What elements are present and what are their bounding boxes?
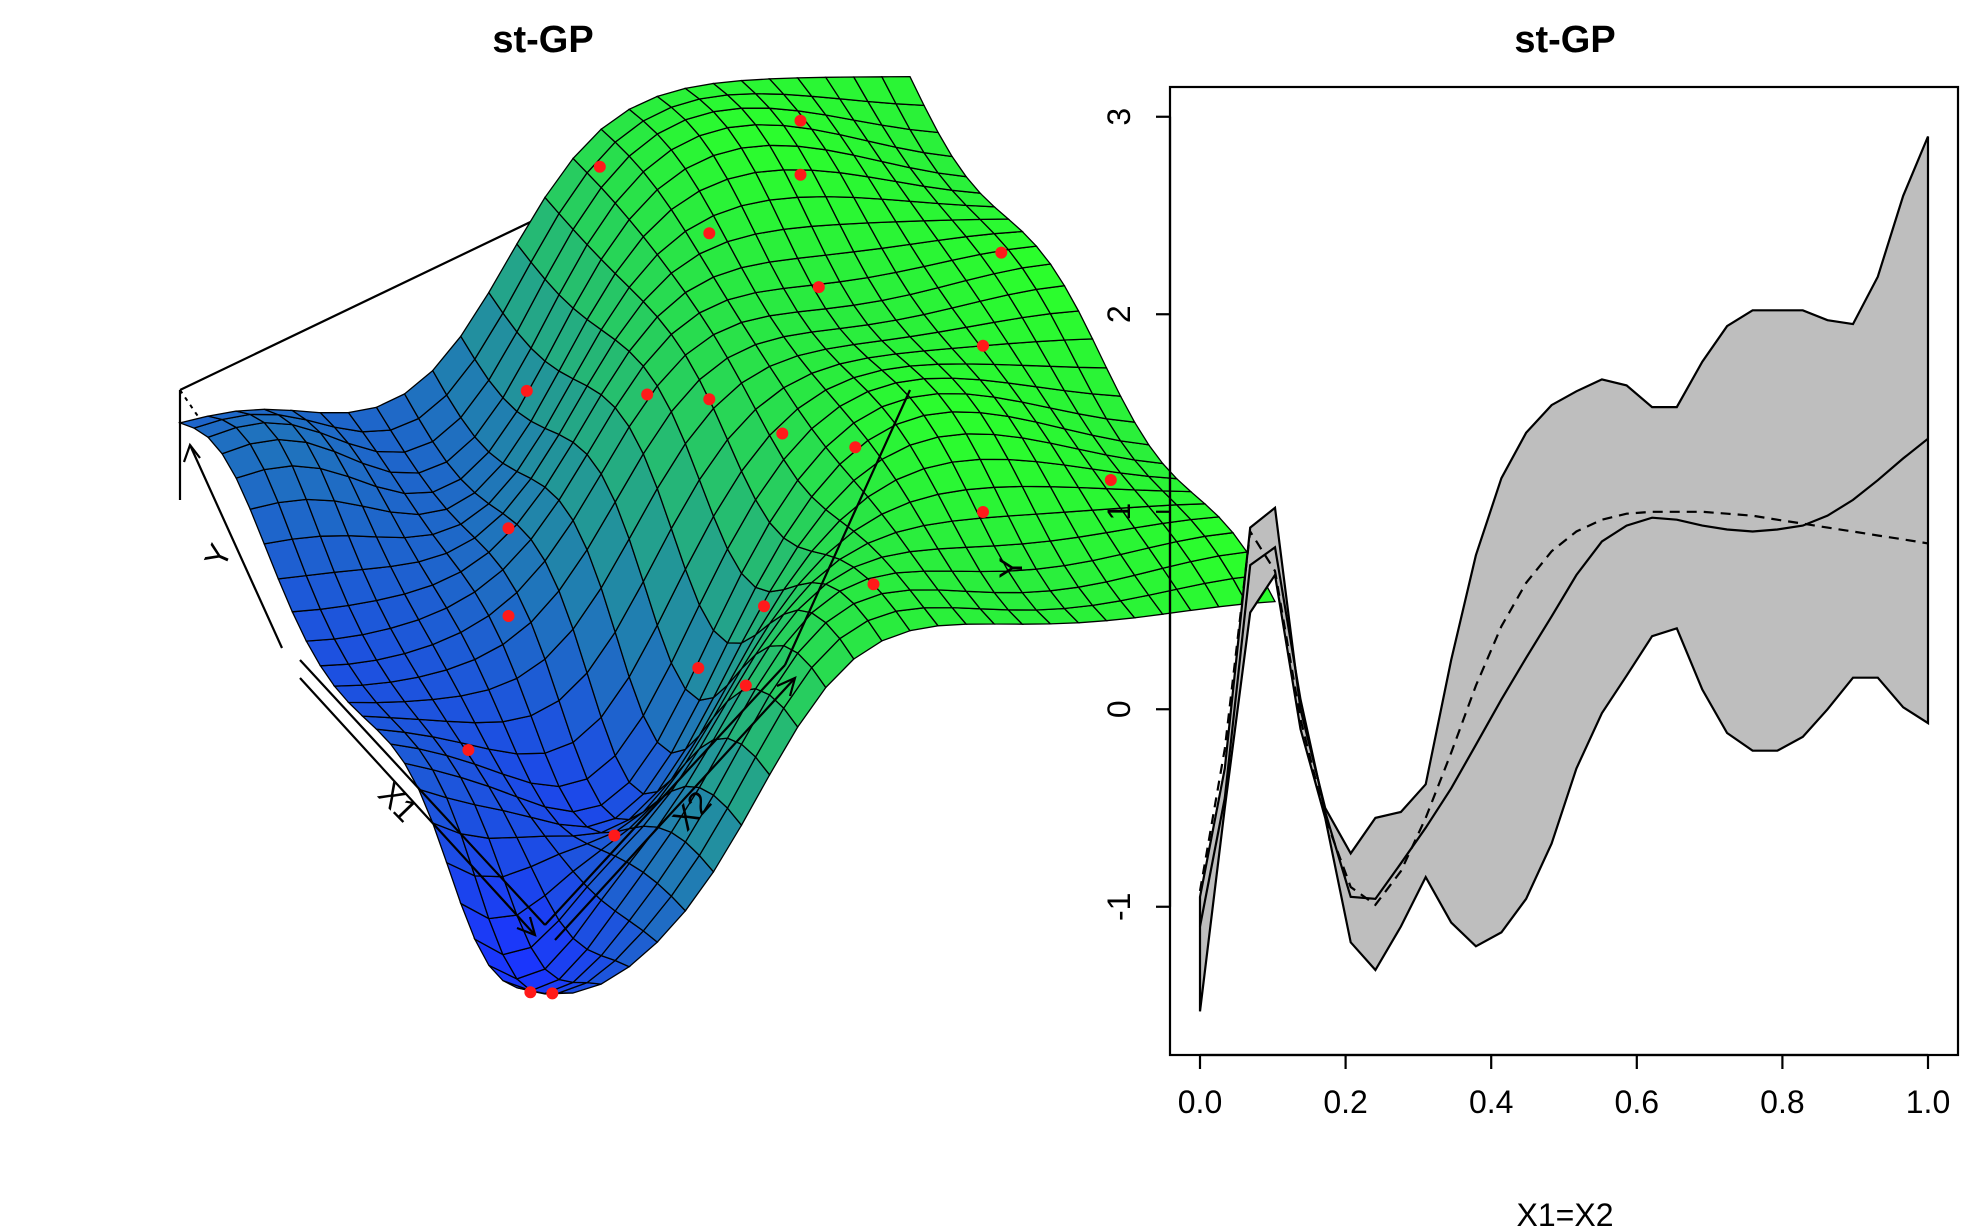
observed-point [977, 339, 989, 352]
observed-point [1104, 474, 1117, 486]
observed-point [812, 281, 825, 294]
observed-point [502, 610, 515, 622]
box-edge-bottom-left [299, 659, 546, 926]
observed-point [608, 829, 621, 842]
line-plot-title: st-GP [1514, 19, 1615, 61]
box-edge-right-vertical [783, 389, 912, 666]
surface-plot-panel: st-GP Y [177, 19, 1277, 1000]
y-tick-label: 3 [1101, 108, 1137, 126]
box-edge-bottom-right [544, 664, 786, 926]
observed-point [520, 384, 533, 397]
y-tick-label: 0 [1101, 700, 1137, 718]
x1-axis-arrowhead [516, 916, 537, 937]
axis-arrows [182, 442, 797, 941]
surface-patch [880, 76, 926, 107]
observed-point [794, 168, 807, 181]
observed-point [641, 388, 654, 401]
observed-point [703, 393, 716, 406]
x-tick-label: 0.4 [1469, 1084, 1513, 1120]
observed-point [593, 160, 606, 173]
x1-axis-arrow [299, 677, 536, 936]
line-plot-y-axis-label: Y [993, 557, 1029, 578]
y-tick-label: 1 [1101, 503, 1137, 521]
prediction-interval-band [1198, 136, 1930, 1012]
y-tick-label: -1 [1101, 893, 1137, 921]
observed-point [758, 600, 770, 613]
x-tick-label: 1.0 [1906, 1084, 1950, 1120]
observed-point [524, 986, 537, 999]
x-tick-label: 0.0 [1178, 1084, 1222, 1120]
box-front-edges [178, 389, 912, 926]
true-function-line [1198, 510, 1929, 907]
surface-plot-title: st-GP [492, 19, 593, 61]
observed-point [703, 227, 716, 240]
x2-axis-arrowhead [776, 676, 797, 697]
observed-point [692, 662, 705, 674]
observed-point [776, 427, 789, 440]
observed-point [794, 114, 807, 127]
observed-point [739, 679, 752, 692]
observed-points [462, 114, 1117, 1000]
observed-point [462, 744, 475, 756]
x-axis-ticks: 0.0 0.2 0.4 0.6 0.8 1.0 [1178, 1053, 1950, 1120]
observed-point [867, 578, 880, 591]
y-axis-ticks: -1 0 1 2 3 [1101, 108, 1172, 921]
observed-point [995, 246, 1008, 259]
x-tick-label: 0.2 [1323, 1084, 1367, 1120]
observed-point [977, 506, 989, 518]
x-tick-label: 0.6 [1615, 1084, 1659, 1120]
x2-axis-arrow [554, 677, 796, 941]
y-axis-arrowhead [182, 442, 201, 463]
observed-point [502, 522, 515, 535]
line-plot-panel: st-GP 0.0 0.2 0.4 0.6 0.8 1.0 -1 0 1 2 3 X1=X2 Y [993, 19, 1960, 1230]
box-edge-top-left [179, 214, 546, 391]
line-plot-x-axis-label: X1=X2 [1517, 1197, 1614, 1230]
x-tick-label: 0.8 [1760, 1084, 1804, 1120]
observed-point [546, 987, 559, 1000]
y-tick-label: 2 [1101, 305, 1137, 323]
y-axis-arrow [188, 444, 284, 649]
observed-point [849, 441, 862, 454]
